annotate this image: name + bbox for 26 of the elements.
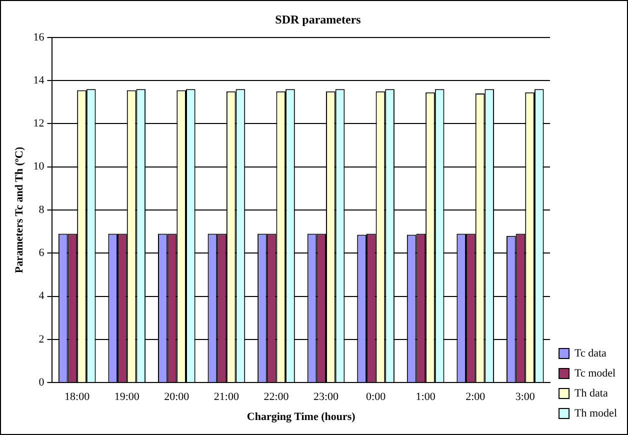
legend-label: Tc data <box>574 347 607 360</box>
x-tick-label: 0:00 <box>366 391 386 404</box>
x-tick-label: 23:00 <box>313 391 340 404</box>
y-tick-label: 12 <box>33 118 44 130</box>
y-tick-label: 8 <box>38 204 45 216</box>
x-tick-label: 19:00 <box>114 391 140 404</box>
y-tick-label: 2 <box>38 333 44 346</box>
x-tick-label: 20:00 <box>164 391 190 404</box>
x-tick-label: 2:00 <box>466 391 486 404</box>
x-axis-title: Charging Time (hours) <box>246 411 356 424</box>
x-tick-label: 18:00 <box>64 391 90 404</box>
legend-label: Tc model <box>574 367 616 380</box>
x-tick-label: 22:00 <box>264 391 290 404</box>
x-tick-label: 3:00 <box>515 391 536 404</box>
y-tick-label: 16 <box>33 31 45 44</box>
y-tick-label: 0 <box>38 376 45 388</box>
chart-title: SDR parameters <box>275 12 362 26</box>
y-tick-label: 6 <box>38 247 45 260</box>
legend-label: Th data <box>574 387 608 400</box>
y-tick-label: 4 <box>38 290 45 302</box>
x-tick-label: 1:00 <box>416 391 436 404</box>
y-tick-label: 14 <box>33 74 45 86</box>
y-axis-title: Parameters Tc and Th (ºC) <box>13 146 26 274</box>
y-tick-label: 10 <box>33 160 45 173</box>
x-tick-label: 21:00 <box>214 391 240 404</box>
legend-label: Th model <box>574 407 618 420</box>
